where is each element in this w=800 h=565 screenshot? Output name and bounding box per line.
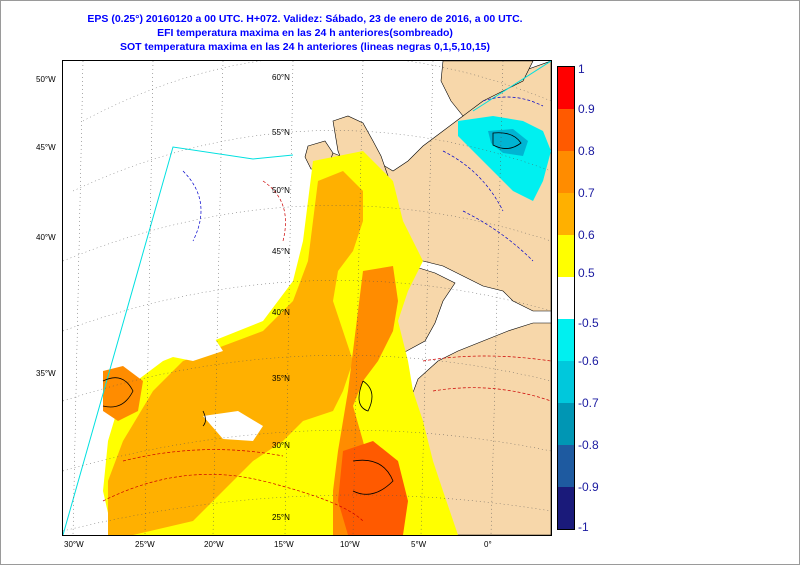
colorbar-segment [558, 67, 574, 109]
efi-gap-region [203, 411, 263, 441]
lat-label-40n: 40°N [272, 308, 290, 317]
left-label-35w: 35°W [36, 369, 56, 378]
map-panel: 60°N 55°N 50°N 45°N 40°N 35°N 30°N 25°N [62, 60, 552, 536]
colorbar-tick-label: 0.7 [578, 186, 595, 200]
colorbar-tick-label: 1 [578, 62, 585, 76]
title-line-1: EPS (0.25°) 20160120 a 00 UTC. H+072. Va… [87, 13, 523, 25]
lat-label-25n: 25°N [272, 513, 290, 522]
colorbar-segment [558, 151, 574, 193]
lat-label-30n: 30°N [272, 441, 290, 450]
colorbar-segment [558, 445, 574, 487]
lat-label-60n: 60°N [272, 73, 290, 82]
colorbar-segment [558, 109, 574, 151]
lat-label-55n: 55°N [272, 128, 290, 137]
colorbar [557, 66, 575, 530]
lon-label-25w: 25°W [135, 540, 155, 549]
efi-orange-light-region [108, 171, 363, 535]
lat-labels-inner: 60°N 55°N 50°N 45°N 40°N 35°N 30°N 25°N [272, 73, 290, 522]
sot-black-contours [102, 132, 522, 495]
domain-boundary-east [472, 61, 551, 112]
colorbar-tick-label: -0.6 [578, 354, 599, 368]
colorbar-tick-label: 0.9 [578, 102, 595, 116]
lon-label-5w: 5°W [411, 540, 427, 549]
cold-dashed-contours [182, 96, 544, 262]
colorbar-tick-label: -0.5 [578, 316, 599, 330]
colorbar-tick-label: -1 [578, 520, 589, 534]
left-label-40w: 40°W [36, 233, 56, 242]
title-line-2: EFI temperatura maxima en las 24 h anter… [157, 27, 453, 39]
colorbar-tick-label: 0.8 [578, 144, 595, 158]
graticule [63, 61, 551, 535]
map-titles: EPS (0.25°) 20160120 a 00 UTC. H+072. Va… [60, 12, 550, 54]
warm-dashed-contours [102, 180, 551, 522]
colorbar-tick-label: 0.5 [578, 266, 595, 280]
lat-label-35n: 35°N [272, 374, 290, 383]
colorbar-segment [558, 277, 574, 319]
colorbar-segment [558, 235, 574, 277]
lon-label-0: 0° [484, 540, 492, 549]
colorbar-tick-label: -0.7 [578, 396, 599, 410]
lat-label-50n: 50°N [272, 186, 290, 195]
colorbar-segment [558, 319, 574, 361]
efi-gap-region-2 [168, 336, 223, 361]
map-svg: 60°N 55°N 50°N 45°N 40°N 35°N 30°N 25°N [63, 61, 551, 535]
lat-label-45n: 45°N [272, 247, 290, 256]
lon-label-15w: 15°W [274, 540, 294, 549]
efi-red-orange-region [338, 441, 408, 535]
left-label-45w: 45°W [36, 143, 56, 152]
lon-label-10w: 10°W [340, 540, 360, 549]
colorbar-segment [558, 193, 574, 235]
left-label-50w: 50°W [36, 75, 56, 84]
domain-boundary [63, 146, 294, 535]
colorbar-segment [558, 403, 574, 445]
efi-cyan-region [458, 116, 551, 201]
colorbar-tick-label: -0.8 [578, 438, 599, 452]
colorbar-segment [558, 487, 574, 529]
colorbar-segment [558, 361, 574, 403]
lon-label-30w: 30°W [64, 540, 84, 549]
lon-label-20w: 20°W [204, 540, 224, 549]
title-line-3: SOT temperatura maxima en las 24 h anter… [119, 41, 490, 53]
colorbar-tick-label: -0.9 [578, 480, 599, 494]
efi-cyan-dark-region [488, 129, 528, 156]
colorbar-tick-label: 0.6 [578, 228, 595, 242]
